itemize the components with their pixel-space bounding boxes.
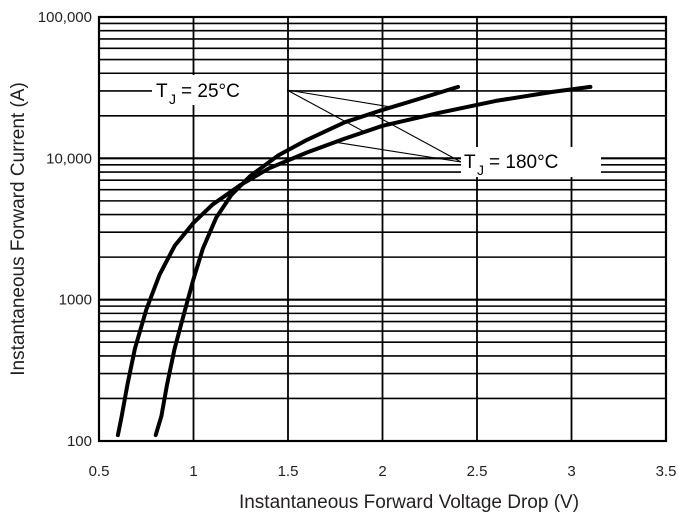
x-tick-label: 2 [378,463,386,480]
x-tick-label: 1 [189,463,197,480]
y-tick-label: 100,000 [38,9,92,26]
label-subscript: J [477,162,484,178]
label-background [461,147,601,177]
leader-line [286,89,364,132]
curves [115,84,593,438]
y-tick-label: 100 [67,433,92,450]
x-tick-label: 0.5 [89,463,110,480]
y-tick-label: 10,000 [46,150,92,167]
x-tick-label: 3 [567,463,575,480]
label-text: = 25°C [181,81,240,102]
series-line-25c [153,84,461,438]
y-tick-label: 1000 [59,292,92,309]
x-tick-labels: 0.5 1 1.5 2 2.5 3 3.5 [89,463,677,480]
series-label-25c: T J = 25°C [152,75,287,107]
x-tick-label: 3.5 [656,463,677,480]
leader-line [335,141,462,163]
label-background [152,75,287,105]
label-main: T [464,152,476,173]
y-tick-labels: 100 1000 10,000 100,000 [38,9,92,450]
plot-frame [97,15,668,443]
series-line-180c [115,84,593,438]
label-subscript: J [169,91,176,107]
leader-line [372,113,462,163]
x-tick-label: 2.5 [467,463,488,480]
x-tick-label: 1.5 [278,463,299,480]
label-main: T [156,81,168,102]
label-text: = 180°C [489,152,558,173]
x-axis-title: Instantaneous Forward Voltage Drop (V) [239,492,579,513]
leader-line [286,89,393,108]
annotation-leaders [286,89,462,163]
series-label-180c: T J = 180°C [461,147,601,178]
y-axis-title: Instantaneous Forward Current (A) [8,82,29,376]
